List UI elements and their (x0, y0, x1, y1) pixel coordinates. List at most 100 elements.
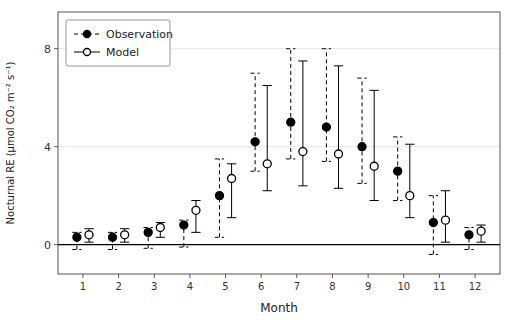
y-tick-label: 8 (44, 43, 51, 56)
y-tick-label: 0 (44, 239, 51, 252)
marker (299, 148, 307, 156)
error-bar (326, 49, 327, 162)
error-bar (338, 66, 339, 188)
marker (251, 138, 259, 146)
error-cap-lower (263, 190, 272, 191)
error-cap-upper (322, 48, 331, 49)
x-tick (189, 274, 190, 278)
marker (335, 150, 343, 158)
y-tick (54, 48, 58, 49)
error-cap-lower (72, 249, 81, 250)
error-cap-lower (191, 232, 200, 233)
error-cap-lower (322, 161, 331, 162)
x-tick-label: 9 (365, 281, 371, 292)
error-bar (255, 73, 256, 171)
error-cap-upper (429, 195, 438, 196)
error-cap-lower (179, 247, 188, 248)
error-cap-lower (334, 188, 343, 189)
markers (85, 148, 485, 239)
error-cap-lower (84, 242, 93, 243)
error-cap-lower (370, 200, 379, 201)
error-bars (84, 61, 485, 242)
marker (263, 160, 271, 168)
error-cap-upper (227, 163, 236, 164)
error-cap-lower (227, 217, 236, 218)
x-tick (475, 274, 476, 278)
marker (144, 228, 152, 236)
error-cap-lower (298, 185, 307, 186)
x-tick-label: 10 (397, 281, 410, 292)
marker (85, 231, 93, 239)
error-cap-lower (286, 158, 295, 159)
chart: 048123456789101112MonthNocturnal RE (μmo… (0, 0, 512, 320)
error-cap-lower (144, 248, 153, 249)
error-bar (231, 164, 232, 218)
markers (73, 118, 473, 241)
marker (322, 123, 330, 131)
x-tick-label: 3 (151, 281, 157, 292)
legend-label: Observation (106, 28, 173, 41)
error-cap-lower (357, 183, 366, 184)
x-tick (82, 274, 83, 278)
y-tick (54, 146, 58, 147)
error-cap-upper (215, 158, 224, 159)
y-axis-label: Nocturnal RE (μmol CO₂ m⁻² s⁻¹) (5, 61, 16, 224)
marker (192, 206, 200, 214)
y-tick-label: 4 (44, 141, 51, 154)
x-tick-label: 2 (115, 281, 121, 292)
marker (441, 216, 449, 224)
error-cap-upper (298, 60, 307, 61)
legend-marker (84, 31, 91, 38)
x-tick-label: 1 (80, 281, 86, 292)
error-cap-upper (334, 65, 343, 66)
marker (429, 219, 437, 227)
error-cap-upper (441, 190, 450, 191)
error-cap-lower (215, 237, 224, 238)
marker (406, 192, 414, 200)
error-cap-upper (405, 144, 414, 145)
error-cap-lower (120, 242, 129, 243)
error-bar (267, 85, 268, 190)
error-cap-lower (393, 200, 402, 201)
error-bar (290, 49, 291, 159)
error-cap-upper (370, 90, 379, 91)
marker (73, 233, 81, 241)
legend-box (66, 20, 170, 66)
error-cap-upper (250, 73, 259, 74)
error-bars (72, 49, 473, 255)
error-cap-lower (464, 249, 473, 250)
legend-label: Model (106, 46, 139, 59)
error-cap-upper (120, 228, 129, 229)
marker (477, 227, 485, 235)
x-tick-label: 5 (222, 281, 228, 292)
marker (358, 143, 366, 151)
x-tick-label: 6 (258, 281, 264, 292)
x-tick (332, 274, 333, 278)
marker (394, 167, 402, 175)
x-tick-label: 7 (294, 281, 300, 292)
error-cap-upper (357, 78, 366, 79)
x-tick (154, 274, 155, 278)
marker (370, 162, 378, 170)
y-tick (54, 244, 58, 245)
plot-frame (58, 12, 500, 274)
axes: 048123456789101112 (44, 12, 500, 292)
x-tick (439, 274, 440, 278)
legend-marker (84, 49, 91, 56)
x-tick (296, 274, 297, 278)
error-cap-upper (191, 200, 200, 201)
error-cap-lower (429, 254, 438, 255)
marker (287, 118, 295, 126)
error-cap-upper (464, 227, 473, 228)
error-cap-upper (476, 225, 485, 226)
error-cap-lower (476, 242, 485, 243)
marker (109, 233, 117, 241)
marker (228, 175, 236, 183)
error-cap-lower (405, 217, 414, 218)
plot-area (58, 49, 500, 255)
x-tick-label: 8 (329, 281, 335, 292)
error-cap-lower (156, 237, 165, 238)
error-cap-lower (250, 171, 259, 172)
marker (465, 231, 473, 239)
error-bar (302, 61, 303, 186)
